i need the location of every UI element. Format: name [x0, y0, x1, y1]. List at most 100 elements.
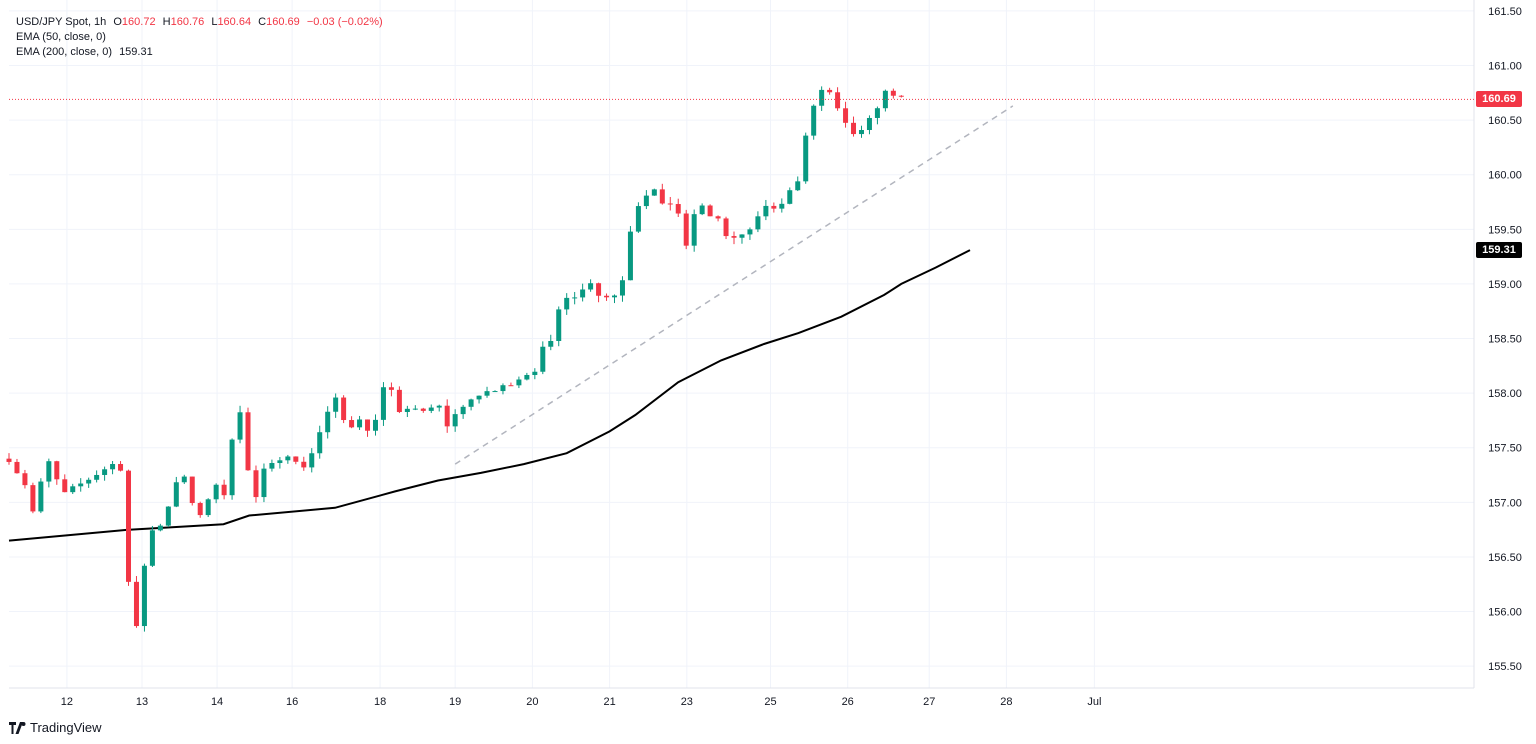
candle-down	[508, 385, 514, 387]
candle-up	[787, 190, 793, 204]
candle-up	[173, 482, 179, 507]
candle-up	[412, 408, 418, 410]
candle-up	[691, 214, 697, 246]
candle-up	[404, 408, 410, 413]
candle-up	[699, 205, 705, 215]
x-axis[interactable]: 12 13 14 16 18 19 20 21 23 25 26 27 28 Jul	[61, 696, 1102, 708]
legend-symbol[interactable]: USD/JPY Spot, 1h	[16, 16, 107, 28]
candle-up	[269, 463, 275, 469]
candle-up	[484, 391, 490, 396]
candle-up	[516, 379, 522, 386]
candle-up	[46, 461, 52, 482]
candle-up	[468, 399, 474, 407]
candle-down	[675, 204, 681, 214]
candle-down	[723, 218, 729, 237]
x-tick-label: 23	[681, 696, 693, 708]
candle-up	[739, 234, 745, 238]
candle-down	[54, 461, 60, 480]
candle-down	[731, 236, 737, 238]
x-tick-label: 20	[526, 696, 538, 708]
candle-up	[795, 181, 801, 191]
y-tick-label: 158.00	[1488, 388, 1522, 400]
candle-up	[428, 407, 434, 411]
candle-up	[651, 189, 657, 196]
candle-down	[604, 295, 610, 298]
candle-down	[301, 461, 307, 468]
candle-up	[500, 385, 506, 392]
legend-change: −0.03 (−0.02%)	[306, 16, 383, 28]
candle-down	[715, 216, 721, 219]
candle-up	[580, 289, 586, 298]
candle-up	[229, 439, 235, 496]
candle-up	[548, 340, 554, 347]
candle-down	[707, 205, 713, 217]
candle-down	[835, 92, 841, 109]
candle-down	[30, 485, 36, 512]
tradingview-logo-icon	[9, 721, 26, 734]
candle-up	[564, 297, 570, 310]
candle-down	[890, 90, 896, 96]
candle-up	[261, 468, 267, 498]
candle-down	[189, 476, 195, 504]
x-tick-label: 28	[1000, 696, 1012, 708]
y-axis[interactable]: 155.50 156.00 156.50 157.00 157.50 158.00 158.…	[1488, 6, 1522, 673]
y-tick-label: 157.50	[1488, 443, 1522, 455]
legend-ema50-row[interactable]: EMA (50, close, 0)	[16, 30, 383, 45]
candle-up	[102, 469, 108, 475]
y-tick-label: 160.50	[1488, 115, 1522, 127]
legend-symbol-row: USD/JPY Spot, 1h O160.72 H160.76 L160.64…	[16, 15, 383, 30]
candle-down	[62, 479, 68, 493]
legend-ema50: EMA (50, close, 0)	[16, 31, 106, 43]
y-tick-label: 160.00	[1488, 170, 1522, 182]
legend-close-label: C	[258, 16, 267, 28]
candle-down	[659, 189, 665, 204]
ema-200-line	[8, 249, 971, 542]
candle-down	[293, 456, 299, 462]
candle-up	[213, 484, 219, 500]
candle-down	[253, 470, 259, 498]
candle-up	[380, 387, 386, 420]
candle-up	[588, 283, 594, 290]
support-trendline	[454, 105, 1014, 465]
y-tick-label: 159.00	[1488, 279, 1522, 291]
candle-up	[476, 395, 482, 400]
candle-down	[596, 283, 602, 296]
candle-up	[452, 414, 458, 427]
legend-open-label: O	[113, 16, 122, 28]
candles-layer	[6, 86, 904, 632]
candle-up	[866, 117, 872, 131]
candle-down	[898, 95, 904, 97]
x-tick-label: 12	[61, 696, 73, 708]
candle-up	[372, 419, 378, 431]
candle-up	[540, 346, 546, 372]
candle-up	[492, 391, 498, 393]
candle-up	[333, 397, 339, 412]
candle-down	[349, 420, 355, 428]
candle-up	[763, 205, 769, 217]
legend-ema200-row[interactable]: EMA (200, close, 0) 159.31	[16, 45, 383, 60]
candle-up	[309, 453, 315, 468]
y-tick-label: 159.50	[1488, 224, 1522, 236]
y-tick-label: 156.50	[1488, 552, 1522, 564]
legend-close: 160.69	[266, 16, 300, 28]
legend-ema200: EMA (200, close, 0)	[16, 46, 112, 58]
candle-up	[619, 280, 625, 296]
candle-up	[532, 371, 538, 375]
candle-up	[819, 89, 825, 106]
y-tick-label: 157.00	[1488, 497, 1522, 509]
candle-down	[6, 458, 12, 462]
x-tick-label: 16	[286, 696, 298, 708]
candle-down	[420, 408, 426, 411]
candle-up	[747, 229, 753, 235]
candle-up	[858, 130, 864, 135]
tradingview-logo[interactable]: TradingView	[9, 720, 102, 735]
candle-down	[444, 405, 450, 427]
candle-up	[572, 297, 578, 299]
candle-up	[524, 374, 530, 380]
x-tick-label: 21	[603, 696, 615, 708]
candle-down	[851, 122, 857, 135]
legend-low-label: L	[211, 16, 218, 28]
candle-up	[157, 525, 163, 531]
candle-up	[811, 105, 817, 136]
